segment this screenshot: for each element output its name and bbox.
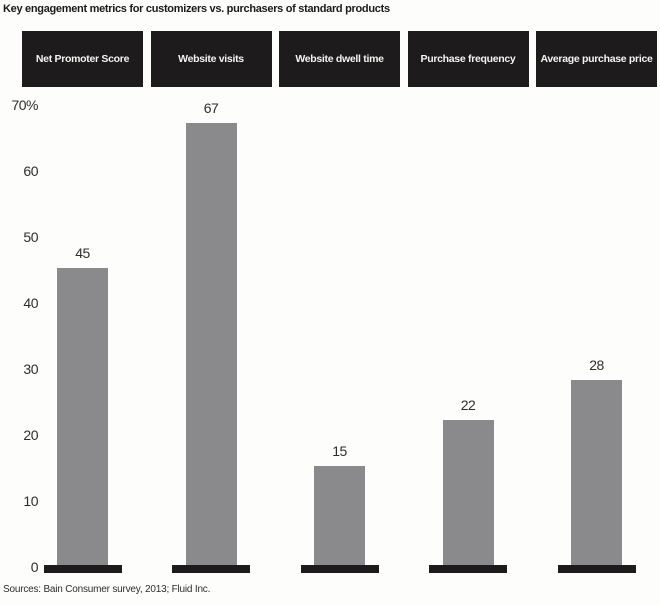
bar-value-label: 67 xyxy=(203,100,219,116)
category-header: Website visits xyxy=(150,31,272,87)
category-header: Website dwell time xyxy=(279,31,400,87)
bar-value-label: 22 xyxy=(460,397,476,413)
source-note: Sources: Bain Consumer survey, 2013; Flu… xyxy=(3,584,211,595)
bar-base xyxy=(557,565,636,573)
y-axis-tick-label: 70% xyxy=(11,97,38,113)
bar xyxy=(571,380,622,565)
bar-value-label: 28 xyxy=(589,357,604,373)
bar-value-label: 15 xyxy=(332,443,347,459)
category-header: Net Promoter Score xyxy=(22,31,143,87)
chart-title: Key engagement metrics for customizers v… xyxy=(3,3,390,15)
y-axis-tick-label: 40 xyxy=(23,295,38,311)
bar-base xyxy=(429,565,507,573)
category-header: Purchase frequency xyxy=(407,31,529,87)
y-axis-tick-label: 10 xyxy=(23,493,38,509)
bar-value-label: 45 xyxy=(75,245,90,261)
bar xyxy=(442,420,494,565)
bar-base xyxy=(300,565,379,573)
y-axis-tick-label: 0 xyxy=(30,559,39,575)
y-axis-tick-label: 30 xyxy=(23,361,38,377)
category-header: Average purchase price xyxy=(536,31,657,87)
bar xyxy=(185,123,237,565)
y-axis-tick-label: 50 xyxy=(23,229,38,245)
bar xyxy=(57,268,108,565)
bar-base xyxy=(43,565,122,573)
bar-base xyxy=(172,565,250,573)
bar xyxy=(314,466,365,565)
y-axis-tick-label: 60 xyxy=(23,163,38,179)
y-axis-tick-label: 20 xyxy=(23,427,38,443)
